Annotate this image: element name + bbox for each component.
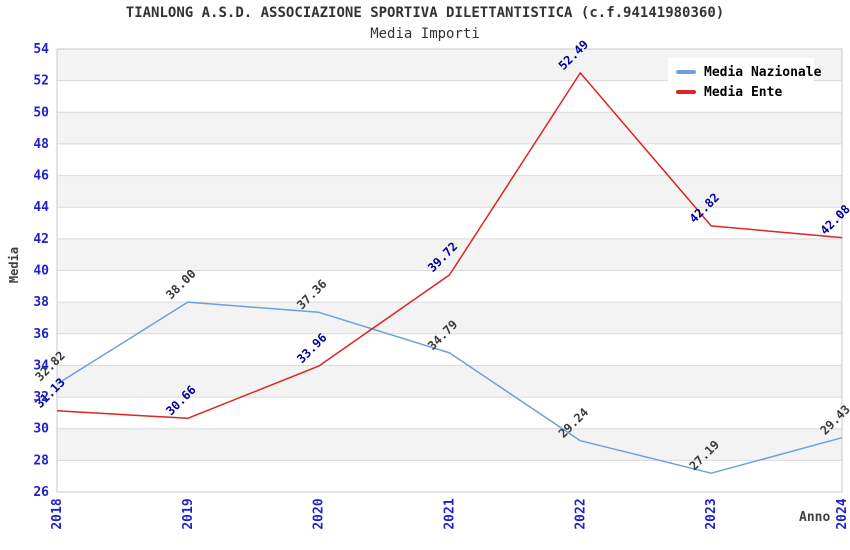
plot-band [57, 238, 842, 271]
legend: Media Nazionale Media Ente [668, 58, 821, 108]
x-tick-label: 2018 [50, 498, 65, 529]
plot-border [56, 48, 843, 493]
y-axis-title: Media [7, 246, 21, 284]
legend-label-media-nazionale: Media Nazionale [704, 64, 822, 80]
y-tick-label: 38 [33, 295, 49, 310]
plot-band [57, 365, 842, 398]
legend-item-media-nazionale: Media Nazionale [676, 62, 821, 82]
series-line-0 [56, 301, 843, 474]
legend-swatch-media-nazionale-icon [676, 70, 696, 74]
x-tick-label: 2019 [181, 498, 196, 529]
y-tick-label: 50 [33, 105, 49, 120]
plot-band [57, 175, 842, 208]
x-tick-label: 2023 [704, 498, 719, 529]
data-point-label-series-1: 33.96 [294, 331, 329, 366]
data-point-label-series-0: 38.00 [163, 267, 198, 302]
legend-swatch-media-ente-icon [676, 90, 696, 94]
y-tick-label: 36 [33, 327, 49, 342]
y-tick-label: 28 [33, 453, 49, 468]
y-tick-label: 54 [33, 42, 49, 57]
plot-band [57, 428, 842, 461]
x-tick-label: 2021 [443, 498, 458, 529]
y-tick-label: 32 [33, 390, 49, 405]
y-tick-label: 30 [33, 422, 49, 437]
x-tick-label: 2024 [835, 498, 850, 529]
y-tick-label: 40 [33, 264, 49, 279]
series-line-1 [56, 72, 843, 420]
y-tick-label: 34 [33, 358, 49, 373]
legend-label-media-ente: Media Ente [704, 84, 783, 100]
plot-band [57, 302, 842, 334]
y-tick-label: 26 [33, 485, 49, 500]
legend-item-media-ente: Media Ente [676, 82, 814, 102]
y-tick-label: 44 [33, 200, 49, 215]
chart-subtitle: Media Importi [370, 26, 480, 42]
x-tick-label: 2020 [312, 498, 327, 529]
y-tick-label: 48 [33, 137, 49, 152]
x-tick-label: 2022 [573, 498, 588, 529]
y-tick-label: 52 [33, 74, 49, 89]
y-tick-label: 42 [33, 232, 49, 247]
x-axis-title: Anno [799, 510, 831, 525]
plot-band [57, 112, 842, 144]
y-tick-label: 46 [33, 169, 49, 184]
chart-title: TIANLONG A.S.D. ASSOCIAZIONE SPORTIVA DI… [125, 5, 725, 21]
